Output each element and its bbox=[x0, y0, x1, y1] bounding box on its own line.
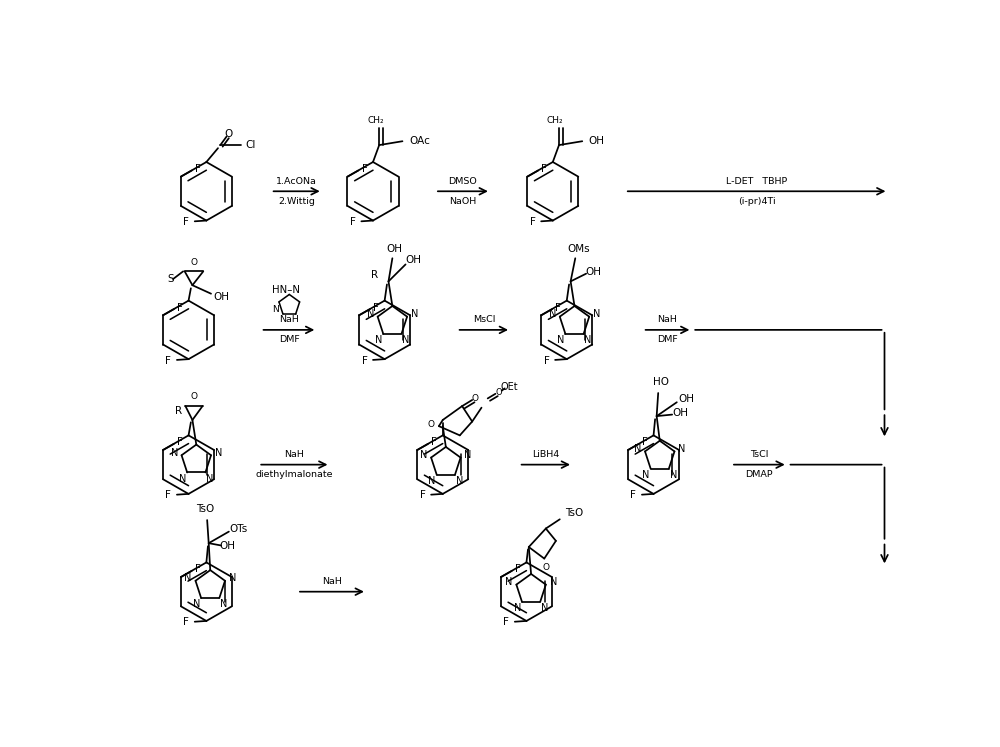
Text: (i-pr)4Ti: (i-pr)4Ti bbox=[738, 196, 775, 205]
Text: DMF: DMF bbox=[279, 335, 300, 344]
Text: O: O bbox=[428, 420, 435, 429]
Text: F: F bbox=[420, 491, 426, 500]
Text: OTs: OTs bbox=[229, 524, 247, 534]
Text: N: N bbox=[220, 599, 228, 610]
Text: Cl: Cl bbox=[245, 140, 256, 150]
Text: HO: HO bbox=[653, 377, 669, 387]
Text: NaH: NaH bbox=[658, 315, 677, 324]
Text: F: F bbox=[195, 164, 201, 174]
Text: F: F bbox=[373, 303, 379, 312]
Text: F: F bbox=[530, 217, 536, 227]
Text: DMAP: DMAP bbox=[746, 470, 773, 479]
Text: O: O bbox=[190, 392, 197, 401]
Text: O: O bbox=[224, 128, 232, 138]
Text: N: N bbox=[367, 309, 374, 319]
Text: R: R bbox=[371, 270, 378, 280]
Text: DMSO: DMSO bbox=[449, 177, 477, 186]
Text: MsCl: MsCl bbox=[473, 315, 495, 324]
Text: F: F bbox=[515, 564, 521, 574]
Text: N: N bbox=[179, 474, 186, 484]
Text: diethylmalonate: diethylmalonate bbox=[256, 470, 333, 479]
Text: F: F bbox=[195, 564, 201, 574]
Text: CH₂: CH₂ bbox=[547, 116, 563, 125]
Text: N: N bbox=[420, 450, 427, 460]
Text: N: N bbox=[229, 574, 236, 583]
Text: R: R bbox=[175, 406, 182, 416]
Text: F: F bbox=[362, 164, 367, 174]
Text: OH: OH bbox=[405, 255, 421, 264]
Text: TsO: TsO bbox=[565, 508, 583, 518]
Text: 2.Wittig: 2.Wittig bbox=[278, 196, 315, 205]
Text: DMF: DMF bbox=[657, 335, 678, 344]
Text: O: O bbox=[472, 394, 479, 403]
Text: OH: OH bbox=[672, 408, 688, 418]
Text: N: N bbox=[272, 305, 279, 314]
Text: F: F bbox=[642, 437, 648, 447]
Text: N: N bbox=[402, 335, 410, 345]
Text: N: N bbox=[505, 577, 513, 587]
Text: OMs: OMs bbox=[567, 244, 590, 254]
Text: 1.AcONa: 1.AcONa bbox=[276, 177, 317, 186]
Text: F: F bbox=[183, 618, 189, 627]
Text: F: F bbox=[165, 491, 171, 500]
Text: N: N bbox=[670, 470, 677, 480]
Text: N: N bbox=[550, 577, 557, 587]
Text: O: O bbox=[542, 563, 549, 572]
Text: F: F bbox=[362, 356, 367, 366]
Text: OH: OH bbox=[586, 267, 602, 277]
Text: N: N bbox=[642, 470, 650, 480]
Text: N: N bbox=[549, 309, 556, 319]
Text: TsO: TsO bbox=[196, 504, 215, 514]
Text: N: N bbox=[193, 599, 200, 610]
Text: F: F bbox=[165, 356, 171, 366]
Text: F: F bbox=[177, 303, 183, 312]
Text: N: N bbox=[375, 335, 382, 345]
Text: LiBH4: LiBH4 bbox=[532, 450, 559, 459]
Text: N: N bbox=[206, 474, 214, 484]
Text: F: F bbox=[431, 437, 437, 447]
Text: N: N bbox=[171, 448, 178, 458]
Text: N: N bbox=[464, 450, 472, 460]
Text: N: N bbox=[678, 444, 686, 454]
Text: O: O bbox=[495, 388, 502, 397]
Text: F: F bbox=[555, 303, 561, 312]
Text: TsCl: TsCl bbox=[750, 450, 769, 459]
Text: NaH: NaH bbox=[284, 450, 304, 459]
Text: N: N bbox=[514, 603, 521, 613]
Text: S: S bbox=[167, 274, 174, 284]
Text: N: N bbox=[428, 476, 436, 486]
Text: N: N bbox=[456, 476, 463, 486]
Text: F: F bbox=[541, 164, 547, 174]
Text: OH: OH bbox=[678, 394, 694, 404]
Text: N: N bbox=[411, 309, 418, 319]
Text: F: F bbox=[544, 356, 550, 366]
Text: OH: OH bbox=[219, 542, 235, 551]
Text: OH: OH bbox=[387, 244, 403, 254]
Text: N: N bbox=[541, 603, 548, 613]
Text: F: F bbox=[630, 491, 636, 500]
Text: N: N bbox=[557, 335, 565, 345]
Text: OH: OH bbox=[214, 292, 230, 302]
Text: F: F bbox=[503, 618, 509, 627]
Text: OAc: OAc bbox=[409, 136, 430, 146]
Text: NaH: NaH bbox=[322, 577, 342, 586]
Text: NaH: NaH bbox=[279, 315, 299, 324]
Text: F: F bbox=[350, 217, 356, 227]
Text: OH: OH bbox=[588, 136, 604, 146]
Text: L-DET   TBHP: L-DET TBHP bbox=[726, 177, 787, 186]
Text: N: N bbox=[584, 335, 592, 345]
Text: HN–N: HN–N bbox=[272, 285, 300, 295]
Text: N: N bbox=[634, 444, 641, 454]
Text: CH₂: CH₂ bbox=[367, 116, 384, 125]
Text: N: N bbox=[593, 309, 600, 319]
Text: F: F bbox=[183, 217, 189, 227]
Text: N: N bbox=[215, 448, 222, 458]
Text: F: F bbox=[177, 437, 183, 447]
Text: NaOH: NaOH bbox=[449, 196, 477, 205]
Text: OEt: OEt bbox=[501, 382, 518, 392]
Text: O: O bbox=[190, 258, 197, 267]
Text: N: N bbox=[184, 574, 192, 583]
